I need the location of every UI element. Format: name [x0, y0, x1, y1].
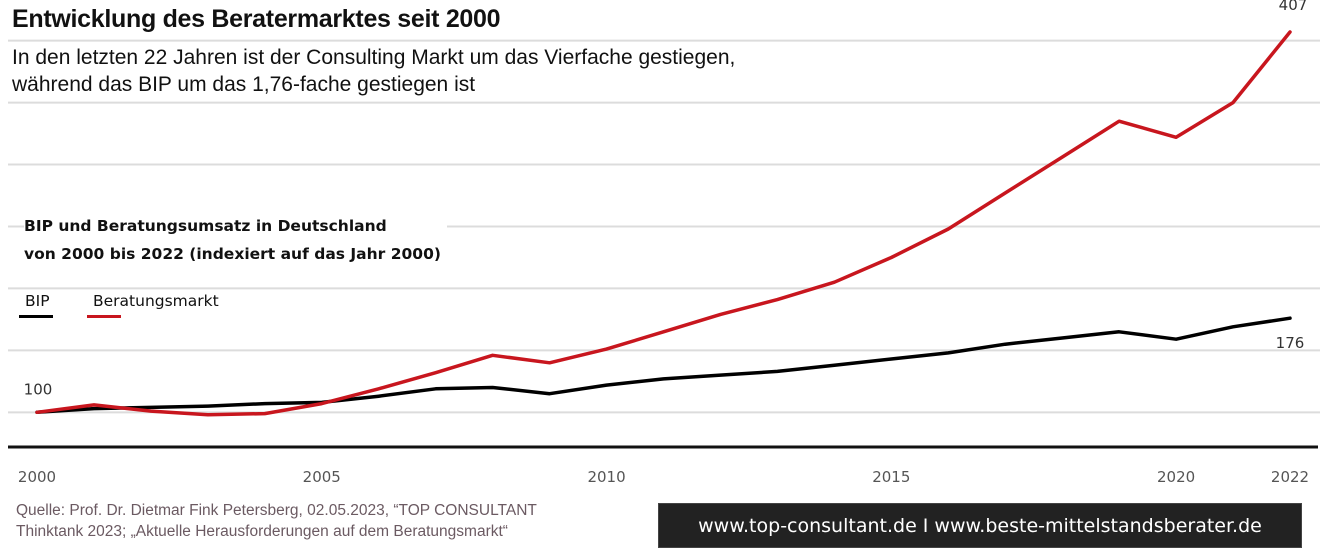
source-line-1: Quelle: Prof. Dr. Dietmar Fink Petersber…	[16, 502, 537, 519]
title-block: Entwicklung des Beratermarktes seit 2000	[12, 2, 507, 36]
x-tick-label: 2020	[1157, 468, 1195, 486]
url-banner: www.top-consultant.de I www.beste-mittel…	[658, 503, 1302, 548]
legend-swatch-bip	[19, 315, 53, 318]
data-label-bip-2022: 176	[1276, 334, 1305, 352]
legend-label: Beratungsmarkt	[93, 292, 219, 310]
x-tick-label: 2005	[303, 468, 341, 486]
chart-subtitle: von 2000 bis 2022 (indexiert auf das Jah…	[24, 245, 441, 263]
legend-label: BIP	[25, 292, 50, 310]
subtitle-line-1: In den letzten 22 Jahren ist der Consult…	[12, 46, 736, 69]
chart-title: BIP und Beratungsumsatz in Deutschland	[24, 217, 387, 235]
data-labels: 100 176 407	[24, 0, 1308, 398]
series-lines	[35, 30, 1292, 417]
data-label-beratungsmarkt-2022: 407	[1279, 0, 1308, 14]
series-line-beratungsmarkt	[35, 30, 1292, 417]
source-line-2: Thinktank 2023; „Aktuelle Herausforderun…	[16, 523, 508, 540]
x-tick-label: 2015	[872, 468, 910, 486]
data-label-bip-2000: 100	[24, 380, 53, 398]
legend: BIP Beratungsmarkt	[19, 290, 225, 318]
series-line-bip	[35, 316, 1292, 415]
legend-swatch-beratungsmarkt	[87, 315, 121, 318]
legend-item-beratungsmarkt: Beratungsmarkt	[87, 290, 219, 318]
x-axis-ticks: 2000 2005 2010 2015 2020 2022	[18, 468, 1309, 486]
x-tick-label: 2000	[18, 468, 56, 486]
x-tick-label: 2010	[587, 468, 625, 486]
subtitle-line-2: während das BIP um das 1,76-fache gestie…	[12, 73, 476, 96]
x-tick-label: 2022	[1271, 468, 1309, 486]
chart-title-block: BIP und Beratungsumsatz in Deutschland v…	[24, 212, 447, 268]
page-title: Entwicklung des Beratermarktes seit 2000	[12, 5, 501, 33]
source-note: Quelle: Prof. Dr. Dietmar Fink Petersber…	[16, 500, 537, 542]
subtitle-block: In den letzten 22 Jahren ist der Consult…	[12, 44, 744, 98]
legend-item-bip: BIP	[19, 290, 53, 318]
